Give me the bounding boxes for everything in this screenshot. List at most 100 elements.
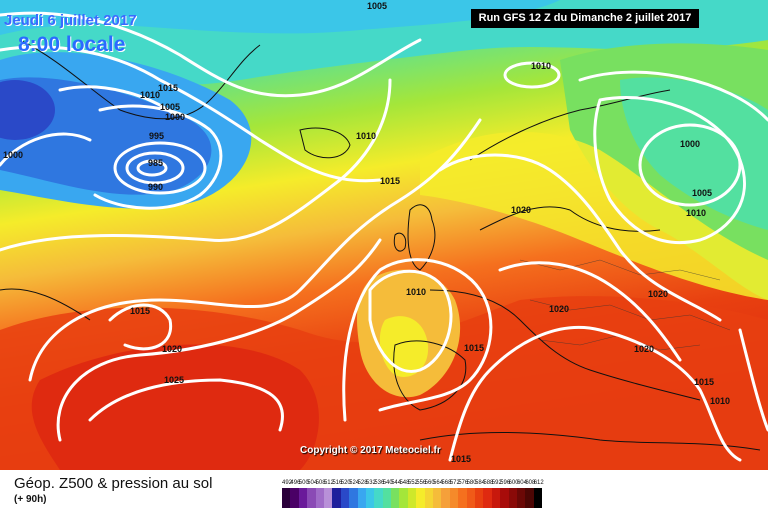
scale-swatch — [433, 488, 442, 508]
isobar-label: 1010 — [686, 208, 706, 218]
forecast-time: 8:00 locale — [18, 33, 126, 56]
scale-label: 528 — [357, 480, 368, 486]
isobar-1000-west — [0, 132, 92, 167]
isobar-1025 — [88, 378, 284, 432]
isobar-1000-east — [638, 123, 742, 207]
isobar-labels: 1005 1010 1015 1010 1005 1000 995 985 99… — [3, 1, 730, 464]
z500-band-588 — [31, 344, 319, 470]
isobar-1020-scandinavia — [438, 153, 722, 322]
scale-label: 560 — [424, 480, 435, 486]
isobar-label: 995 — [149, 131, 164, 141]
scale-label: 576 — [458, 480, 469, 486]
isobar-label: 1005 — [692, 188, 712, 198]
scale-label: 588 — [483, 480, 494, 486]
isobars — [0, 11, 768, 462]
z500-core-low — [0, 80, 55, 140]
scale-swatch — [441, 488, 450, 508]
scale-swatch — [349, 488, 358, 508]
scale-swatch — [323, 488, 333, 508]
isobar-1015-south — [448, 325, 742, 462]
isobar-label: 1005 — [160, 102, 180, 112]
scale-swatch — [399, 488, 408, 508]
isobar-label: 1010 — [406, 287, 426, 297]
isobar-1005-east — [593, 96, 746, 245]
legend-title: Géop. Z500 & pression au sol — [14, 475, 213, 492]
color-scale-swatches — [282, 488, 543, 508]
scale-label: 608 — [525, 480, 536, 486]
scale-swatch — [282, 488, 291, 508]
isobar-1020 — [56, 238, 382, 442]
isobar-label: 1015 — [694, 377, 714, 387]
scale-swatch — [290, 488, 299, 508]
isobar-label: 1005 — [367, 1, 387, 11]
scale-label: 604 — [516, 480, 527, 486]
scale-label: 516 — [332, 480, 343, 486]
z500-band-532 — [0, 0, 560, 35]
scale-swatch — [416, 488, 425, 508]
scale-swatch — [508, 488, 517, 508]
scale-swatch — [365, 488, 375, 508]
scale-swatch — [466, 488, 475, 508]
scale-label: 548 — [399, 480, 410, 486]
scale-label: 556 — [416, 480, 427, 486]
scale-label: 512 — [323, 480, 334, 486]
isobar-1010-small — [503, 61, 561, 89]
isobar-990 — [125, 151, 185, 185]
isobar-label: 990 — [148, 182, 163, 192]
scale-label: 552 — [407, 480, 418, 486]
isobar-label: 1015 — [380, 176, 400, 186]
isobar-1015-iberia — [342, 258, 493, 422]
isobar-1010-iberia — [368, 269, 453, 373]
scale-swatch — [307, 488, 316, 508]
z500-band-544 — [620, 77, 768, 230]
scale-swatch — [374, 488, 383, 508]
scale-label: 520 — [340, 480, 351, 486]
isobar-1000 — [93, 104, 223, 210]
scale-label: 536 — [374, 480, 385, 486]
color-scale: 492 496 500 504 508 512 516 520 524 528 532 536 540 5… — [282, 480, 544, 508]
greenland-coast — [19, 39, 261, 120]
isobar-label: 1010 — [356, 131, 376, 141]
isobar-label: 1000 — [165, 112, 185, 122]
isobar-label: 1010 — [140, 90, 160, 100]
scale-label: 568 — [441, 480, 452, 486]
scale-swatch — [516, 488, 526, 508]
scale-swatch — [424, 488, 434, 508]
scale-swatch — [391, 488, 400, 508]
isobar-label: 1015 — [158, 83, 178, 93]
weather-map: 1005 1010 1015 1010 1005 1000 995 985 99… — [0, 0, 768, 470]
isobar-1015-central — [28, 118, 482, 382]
scale-swatch — [458, 488, 467, 508]
isobar-label: 1000 — [680, 139, 700, 149]
scale-swatch — [474, 488, 484, 508]
scale-label: 540 — [382, 480, 393, 486]
isobar-1010-east — [578, 70, 768, 122]
scale-swatch — [533, 488, 543, 508]
isobar-1005-north — [0, 11, 422, 98]
scale-label: 600 — [508, 480, 519, 486]
scale-label: 524 — [349, 480, 360, 486]
ireland-coast — [393, 232, 407, 252]
isobar-1010-atlantic — [0, 78, 392, 252]
scale-label: 508 — [315, 480, 326, 486]
scale-swatch — [298, 488, 308, 508]
scale-label: 544 — [391, 480, 402, 486]
scale-label: 584 — [474, 480, 485, 486]
isobar-995 — [113, 141, 207, 195]
scale-swatch — [382, 488, 392, 508]
scale-swatch — [483, 488, 492, 508]
isobar-label: 1020 — [648, 289, 668, 299]
z500-band-560 — [420, 131, 768, 300]
legend-subtitle: (+ 90h) — [14, 494, 47, 505]
great-britain-coast — [407, 204, 436, 271]
iberia-coast — [393, 340, 467, 411]
isobar-label: 1015 — [130, 306, 150, 316]
iceland-coast — [299, 127, 351, 159]
isobar-985 — [136, 159, 168, 177]
isobar-label: 1010 — [710, 396, 730, 406]
isobar-label: 1000 — [3, 150, 23, 160]
scale-label: 564 — [433, 480, 444, 486]
color-scale-labels: 492 496 500 504 508 512 516 520 524 528 532 536 540 5… — [282, 480, 544, 486]
scale-label: 492 — [282, 480, 293, 486]
scale-label: 580 — [466, 480, 477, 486]
